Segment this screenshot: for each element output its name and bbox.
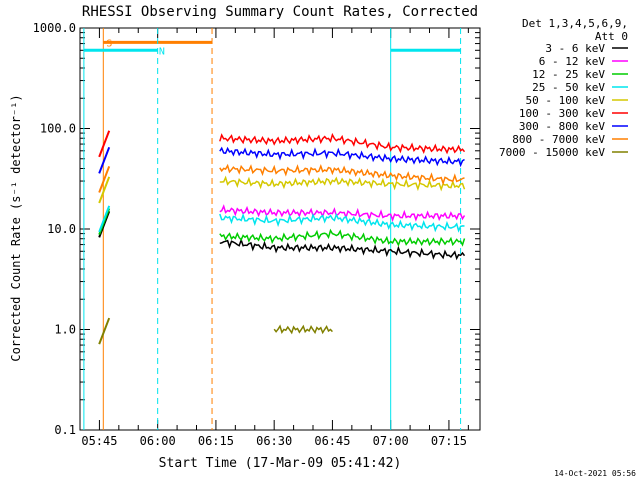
- plot-frame: [79, 27, 481, 431]
- series-line: [219, 204, 466, 223]
- flag-label: N: [159, 46, 165, 57]
- series-early-segment: [98, 205, 111, 233]
- series-early-segment: [98, 146, 111, 174]
- series-early-segment: [98, 176, 111, 204]
- legend-label: 800 - 7000 keV: [512, 133, 605, 146]
- y-tick-label: 10.0: [47, 222, 76, 236]
- series-early-segment: [98, 317, 111, 345]
- x-tick-label: 07:15: [431, 434, 467, 448]
- timestamp: 14-Oct-2021 05:56: [554, 469, 636, 478]
- legend-label: 100 - 300 keV: [519, 107, 605, 120]
- legend-label: 3 - 6 keV: [545, 42, 605, 55]
- y-tick-label: 100.0: [40, 122, 76, 136]
- series-line: [219, 146, 465, 168]
- series-early-segment: [98, 130, 111, 158]
- legend-header-line-1: Det 1,3,4,5,6,9,: [522, 17, 628, 30]
- legend-label: 50 - 100 keV: [526, 94, 606, 107]
- legend-label: 12 - 25 keV: [532, 68, 605, 81]
- series-line: [273, 324, 333, 335]
- legend-label: 300 - 800 keV: [519, 120, 605, 133]
- x-tick-label: 07:00: [373, 434, 409, 448]
- x-tick-label: 06:30: [256, 434, 292, 448]
- x-tick-label: 06:15: [198, 434, 234, 448]
- x-tick-label: 06:45: [314, 434, 350, 448]
- chart-title: RHESSI Observing Summary Count Rates, Co…: [82, 4, 478, 20]
- flag-label: S: [106, 38, 112, 49]
- legend-label: 6 - 12 keV: [539, 55, 606, 68]
- y-tick-label: 1.0: [54, 323, 76, 337]
- series-line: [219, 175, 466, 192]
- y-tick-label: 1000.0: [33, 21, 76, 35]
- y-tick-label: 0.1: [54, 423, 76, 437]
- series-line: [219, 132, 466, 155]
- x-tick-label: 06:00: [140, 434, 176, 448]
- y-axis-label: Corrected Count Rate (s⁻¹ detector⁻¹): [9, 94, 23, 361]
- series-line: [219, 163, 465, 186]
- plot-area: 0.1 1.0 10.0 100.0 1000.0 05:45 06:00 06:15 06:3…: [33, 21, 628, 448]
- legend-label: 7000 - 15000 keV: [499, 146, 605, 159]
- series-line: [219, 228, 466, 247]
- series-line: [219, 212, 465, 233]
- legend-label: 25 - 50 keV: [532, 81, 605, 94]
- legend-header-line-2: Att 0: [595, 30, 628, 43]
- series-line: [219, 237, 466, 261]
- x-axis-label: Start Time (17-Mar-09 05:41:42): [159, 456, 402, 471]
- series-early-segment: [98, 166, 111, 193]
- series-early-segment: [98, 210, 111, 238]
- x-tick-label: 05:45: [81, 434, 117, 448]
